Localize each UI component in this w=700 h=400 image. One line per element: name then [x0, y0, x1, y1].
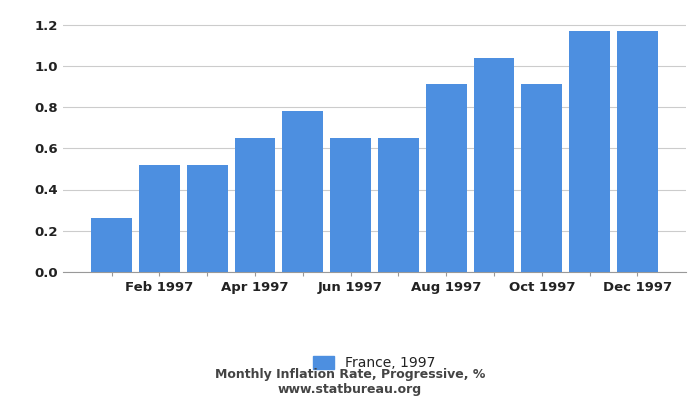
- Bar: [426, 84, 466, 272]
- Bar: [330, 138, 371, 272]
- Bar: [569, 31, 610, 272]
- Bar: [283, 111, 323, 272]
- Bar: [234, 138, 275, 272]
- Bar: [617, 31, 658, 272]
- Text: www.statbureau.org: www.statbureau.org: [278, 383, 422, 396]
- Bar: [522, 84, 562, 272]
- Bar: [139, 165, 180, 272]
- Bar: [474, 58, 514, 272]
- Bar: [378, 138, 419, 272]
- Bar: [91, 218, 132, 272]
- Legend: France, 1997: France, 1997: [308, 351, 441, 376]
- Bar: [187, 165, 228, 272]
- Text: Monthly Inflation Rate, Progressive, %: Monthly Inflation Rate, Progressive, %: [215, 368, 485, 381]
